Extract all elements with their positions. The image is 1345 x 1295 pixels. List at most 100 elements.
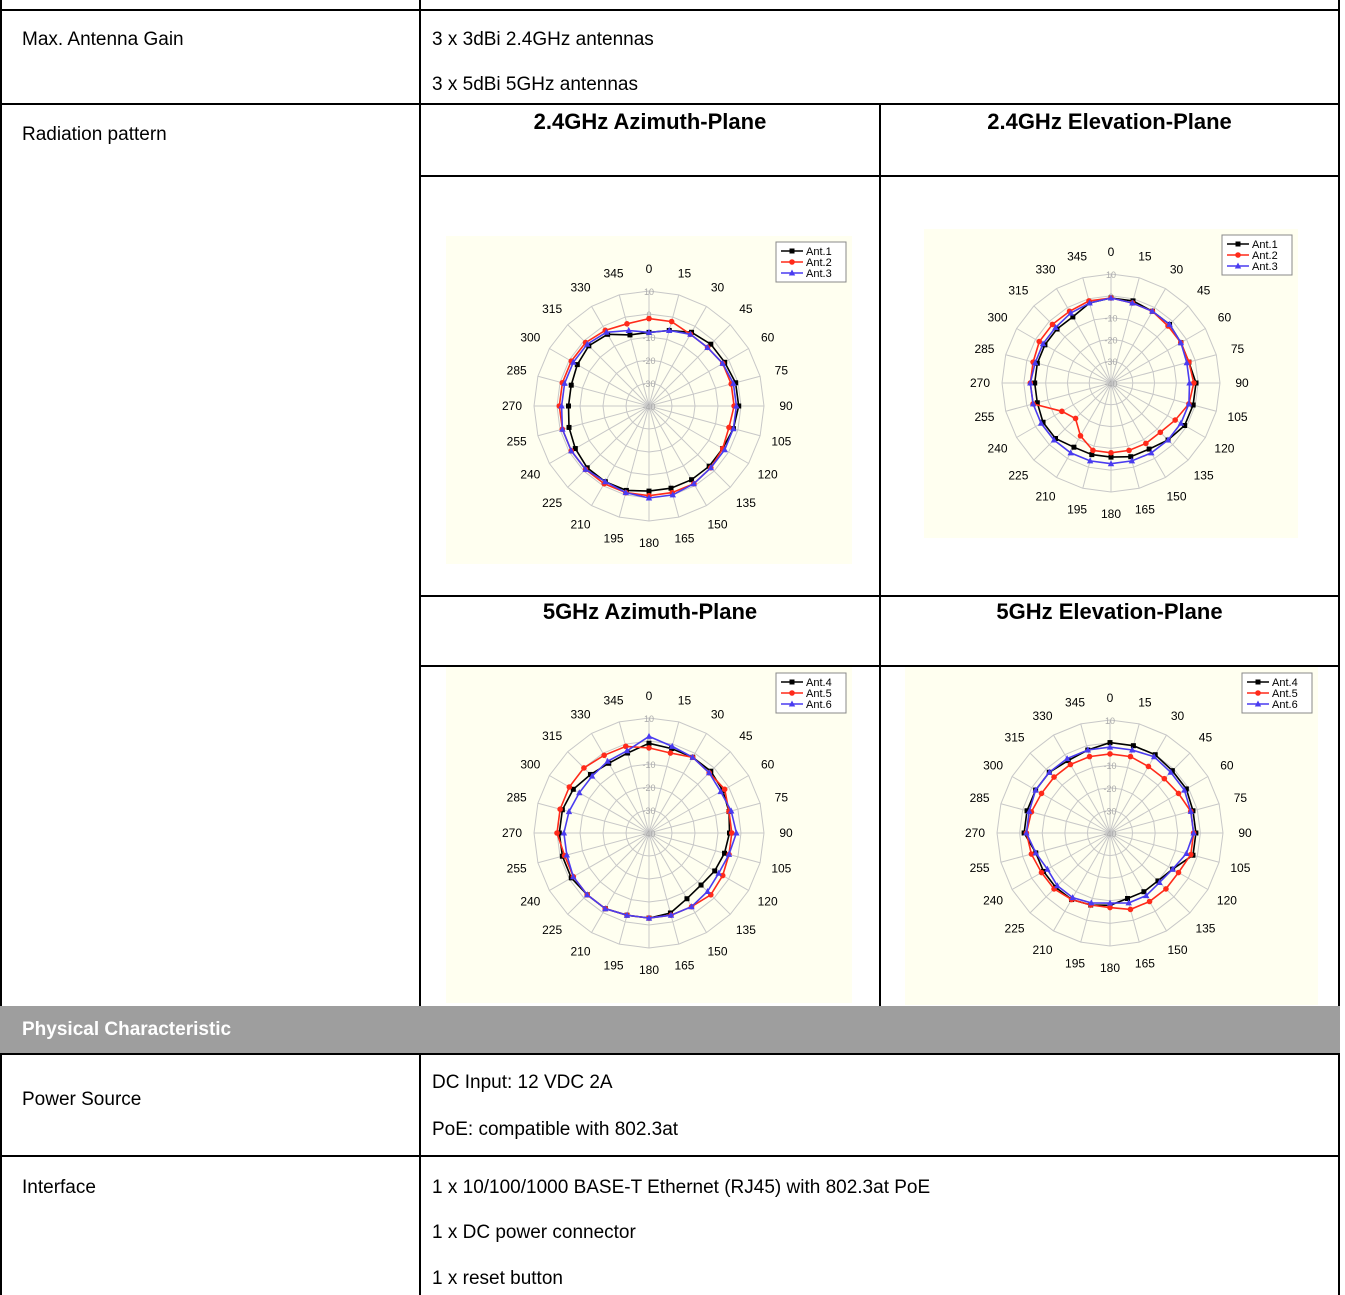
chart-title: 5GHz Azimuth-Plane <box>542 599 758 624</box>
polar-chart-svg: 100-10-20-30-400153045607590105120135150… <box>446 667 852 1003</box>
angle-tick-label: 300 <box>983 759 1003 773</box>
data-point <box>1127 753 1134 760</box>
grid-spoke <box>1053 832 1111 932</box>
angle-tick-label: 180 <box>639 536 659 550</box>
data-point <box>1024 808 1030 814</box>
grid-spoke <box>648 348 749 407</box>
grid-spoke <box>1109 832 1191 914</box>
angle-tick-label: 225 <box>542 496 562 510</box>
radial-tick-label: -20 <box>1103 784 1116 794</box>
data-point <box>667 911 675 918</box>
grid-spoke <box>1082 382 1112 489</box>
angle-tick-label: 105 <box>771 434 791 448</box>
grid-spoke <box>1029 752 1111 834</box>
data-point <box>560 829 568 836</box>
angle-tick-label: 255 <box>507 434 527 448</box>
data-point <box>1125 899 1132 906</box>
data-point <box>684 896 690 902</box>
data-point <box>1106 743 1114 750</box>
data-point <box>565 808 573 815</box>
data-point <box>667 750 674 756</box>
grid-spoke <box>618 832 650 945</box>
data-point <box>1145 763 1152 770</box>
data-point <box>689 753 696 760</box>
data-point <box>587 771 593 777</box>
data-point <box>627 332 633 338</box>
data-point <box>668 485 674 491</box>
data-point <box>557 806 563 812</box>
data-point <box>1108 449 1114 456</box>
angle-tick-label: 165 <box>674 531 694 545</box>
data-point <box>603 328 610 335</box>
angle-tick-label: 330 <box>570 280 590 294</box>
grid-spoke <box>567 405 650 488</box>
power-source-value: DC Input: 12 VDC 2A <box>432 1072 613 1093</box>
data-point <box>646 315 652 322</box>
data-point <box>1175 790 1182 797</box>
data-point <box>1039 340 1047 347</box>
data-point <box>1084 746 1091 753</box>
radiation-chart-5ghz-elevation: 100-10-20-30-400153045607590105120135150… <box>905 667 1318 1005</box>
grid-spoke <box>567 751 650 834</box>
data-point <box>1157 429 1164 436</box>
angle-tick-label: 180 <box>1101 507 1121 521</box>
grid-spoke <box>1016 328 1112 384</box>
chart-title: 2.4GHz Elevation-Plane <box>987 109 1232 134</box>
angle-tick-label: 120 <box>758 895 778 909</box>
legend-marker <box>1234 262 1242 269</box>
data-point <box>568 382 574 388</box>
grid-spoke <box>1082 277 1112 384</box>
data-point <box>622 743 629 750</box>
data-point <box>704 888 711 894</box>
grid-spoke <box>1110 354 1217 384</box>
grid-spoke <box>1080 832 1111 943</box>
angle-tick-label: 330 <box>570 707 590 721</box>
data-point <box>1172 417 1178 423</box>
data-point <box>1166 320 1173 327</box>
table-border <box>419 0 421 1006</box>
angle-tick-label: 195 <box>604 531 624 545</box>
grid-spoke <box>1110 382 1206 438</box>
angle-tick-label: 240 <box>520 468 540 482</box>
data-point <box>1069 894 1076 901</box>
data-point <box>704 344 711 350</box>
data-point <box>1129 299 1136 306</box>
data-point <box>1128 454 1134 460</box>
grid-spoke <box>1109 832 1167 932</box>
data-point <box>645 732 653 739</box>
angle-tick-label: 15 <box>678 267 692 281</box>
grid-spoke <box>1011 776 1111 834</box>
data-point <box>1053 435 1059 441</box>
antenna-gain-value: 3 x 3dBi 2.4GHz antennas <box>432 29 654 50</box>
data-point <box>1152 752 1158 758</box>
data-point <box>1071 444 1077 450</box>
data-point <box>624 320 630 327</box>
angle-tick-label: 150 <box>707 945 727 959</box>
grid-spoke <box>537 802 650 834</box>
data-point <box>1183 359 1190 366</box>
radial-tick-label: -30 <box>1104 357 1117 367</box>
angle-tick-label: 315 <box>1005 731 1025 745</box>
data-point <box>1023 829 1030 836</box>
interface-value: 1 x DC power connector <box>432 1222 636 1243</box>
data-point <box>1126 447 1132 454</box>
data-point <box>669 491 676 498</box>
data-point <box>1051 774 1057 780</box>
data-point <box>706 769 713 776</box>
grid-spoke <box>648 751 731 834</box>
grid-spoke <box>591 306 650 407</box>
grid-spoke <box>1109 723 1140 834</box>
radial-tick-label: 0 <box>646 310 651 320</box>
angle-tick-label: 270 <box>965 826 985 840</box>
data-point <box>712 868 718 874</box>
data-point <box>1128 457 1136 464</box>
radial-tick-label: -10 <box>1104 314 1117 324</box>
data-point <box>645 914 653 921</box>
grid-spoke <box>1110 277 1140 384</box>
data-point <box>601 752 607 759</box>
data-point <box>1183 850 1190 856</box>
data-point <box>736 403 742 409</box>
angle-tick-label: 150 <box>1166 489 1186 503</box>
angle-tick-label: 300 <box>988 311 1008 325</box>
